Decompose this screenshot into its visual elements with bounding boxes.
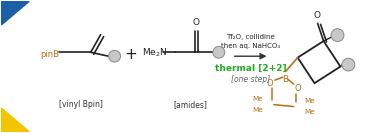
Text: Me: Me [253, 96, 263, 102]
Text: Me: Me [304, 98, 315, 104]
Text: O: O [193, 18, 200, 27]
Text: O: O [313, 11, 320, 20]
Text: Me: Me [304, 109, 315, 115]
Text: +: + [124, 47, 137, 62]
Text: pinB: pinB [40, 50, 59, 59]
Text: then aq. NaHCO₃: then aq. NaHCO₃ [221, 43, 280, 49]
Polygon shape [2, 108, 29, 132]
Polygon shape [2, 1, 29, 25]
Text: Me$_2$N: Me$_2$N [143, 46, 168, 59]
Text: [vinyl Bpin]: [vinyl Bpin] [59, 100, 103, 109]
Circle shape [108, 50, 121, 62]
Text: B: B [282, 75, 288, 84]
Circle shape [331, 29, 344, 41]
Text: O: O [266, 79, 273, 88]
Text: [amides]: [amides] [173, 100, 207, 109]
Circle shape [342, 58, 355, 71]
Text: [one step]: [one step] [231, 75, 270, 84]
Text: Me: Me [253, 107, 263, 113]
Text: thermal [2+2]: thermal [2+2] [215, 63, 287, 72]
Circle shape [213, 46, 225, 58]
Text: O: O [294, 84, 301, 93]
Text: Tf₂O, collidine: Tf₂O, collidine [226, 34, 275, 40]
